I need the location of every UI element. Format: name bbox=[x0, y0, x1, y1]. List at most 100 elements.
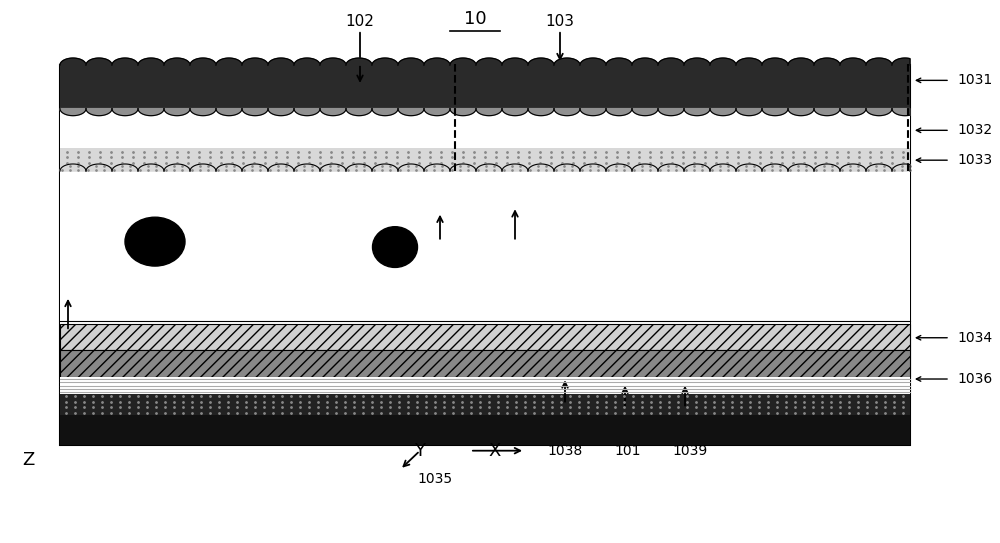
Polygon shape bbox=[398, 164, 424, 171]
Polygon shape bbox=[502, 109, 528, 116]
Text: 102: 102 bbox=[346, 14, 374, 29]
Polygon shape bbox=[372, 109, 398, 116]
Polygon shape bbox=[268, 58, 294, 65]
Text: 1033: 1033 bbox=[957, 153, 992, 167]
Polygon shape bbox=[892, 164, 910, 171]
Polygon shape bbox=[502, 58, 528, 65]
Polygon shape bbox=[372, 58, 398, 65]
Polygon shape bbox=[658, 109, 684, 116]
Polygon shape bbox=[60, 109, 86, 116]
Polygon shape bbox=[736, 58, 762, 65]
Polygon shape bbox=[320, 58, 346, 65]
Bar bbox=[60, 148, 910, 171]
Polygon shape bbox=[632, 58, 658, 65]
Text: Y: Y bbox=[415, 441, 426, 460]
Polygon shape bbox=[164, 109, 190, 116]
Bar bbox=[60, 65, 910, 445]
Polygon shape bbox=[554, 164, 580, 171]
Text: 103: 103 bbox=[546, 14, 574, 29]
Polygon shape bbox=[190, 109, 216, 116]
Polygon shape bbox=[528, 58, 554, 65]
Polygon shape bbox=[112, 164, 138, 171]
Polygon shape bbox=[398, 58, 424, 65]
Polygon shape bbox=[580, 109, 606, 116]
Text: X: X bbox=[489, 441, 501, 460]
Polygon shape bbox=[762, 109, 788, 116]
Polygon shape bbox=[554, 109, 580, 116]
Polygon shape bbox=[450, 58, 476, 65]
Polygon shape bbox=[216, 109, 242, 116]
Polygon shape bbox=[86, 164, 112, 171]
Polygon shape bbox=[138, 109, 164, 116]
Polygon shape bbox=[684, 58, 710, 65]
Polygon shape bbox=[216, 164, 242, 171]
Polygon shape bbox=[424, 109, 450, 116]
Polygon shape bbox=[866, 109, 892, 116]
Polygon shape bbox=[736, 109, 762, 116]
Text: 1035: 1035 bbox=[417, 472, 453, 486]
Polygon shape bbox=[580, 58, 606, 65]
Polygon shape bbox=[86, 109, 112, 116]
Polygon shape bbox=[164, 164, 190, 171]
Polygon shape bbox=[424, 164, 450, 171]
Bar bbox=[60, 350, 910, 377]
Polygon shape bbox=[268, 109, 294, 116]
Polygon shape bbox=[424, 58, 450, 65]
Ellipse shape bbox=[372, 227, 418, 268]
Polygon shape bbox=[736, 164, 762, 171]
Bar bbox=[60, 394, 910, 415]
Polygon shape bbox=[892, 109, 910, 116]
Bar bbox=[60, 65, 910, 109]
Polygon shape bbox=[710, 109, 736, 116]
Polygon shape bbox=[658, 58, 684, 65]
Polygon shape bbox=[112, 58, 138, 65]
Polygon shape bbox=[762, 164, 788, 171]
Polygon shape bbox=[788, 164, 814, 171]
Polygon shape bbox=[814, 58, 840, 65]
Polygon shape bbox=[216, 58, 242, 65]
Polygon shape bbox=[814, 164, 840, 171]
Polygon shape bbox=[632, 109, 658, 116]
Polygon shape bbox=[528, 109, 554, 116]
Bar bbox=[60, 171, 910, 326]
Polygon shape bbox=[606, 58, 632, 65]
Polygon shape bbox=[294, 58, 320, 65]
Polygon shape bbox=[476, 109, 502, 116]
Ellipse shape bbox=[125, 217, 185, 266]
Polygon shape bbox=[528, 164, 554, 171]
Polygon shape bbox=[112, 109, 138, 116]
Polygon shape bbox=[502, 164, 528, 171]
Polygon shape bbox=[294, 109, 320, 116]
Text: Z: Z bbox=[22, 451, 34, 470]
Polygon shape bbox=[164, 58, 190, 65]
Text: 1036: 1036 bbox=[957, 372, 992, 386]
Polygon shape bbox=[190, 164, 216, 171]
Polygon shape bbox=[684, 109, 710, 116]
Text: 1038: 1038 bbox=[547, 444, 583, 458]
Polygon shape bbox=[242, 109, 268, 116]
Text: 10: 10 bbox=[464, 10, 486, 28]
Polygon shape bbox=[840, 164, 866, 171]
Polygon shape bbox=[762, 58, 788, 65]
Polygon shape bbox=[814, 109, 840, 116]
Polygon shape bbox=[86, 58, 112, 65]
Polygon shape bbox=[268, 164, 294, 171]
Bar bbox=[60, 415, 910, 445]
Polygon shape bbox=[788, 58, 814, 65]
Polygon shape bbox=[580, 164, 606, 171]
Text: 1039: 1039 bbox=[672, 444, 708, 458]
Polygon shape bbox=[554, 58, 580, 65]
Polygon shape bbox=[606, 164, 632, 171]
Polygon shape bbox=[840, 58, 866, 65]
Polygon shape bbox=[346, 58, 372, 65]
Text: 1031: 1031 bbox=[957, 73, 992, 87]
Polygon shape bbox=[632, 164, 658, 171]
Polygon shape bbox=[866, 58, 892, 65]
Polygon shape bbox=[190, 58, 216, 65]
Polygon shape bbox=[346, 164, 372, 171]
Polygon shape bbox=[684, 164, 710, 171]
Polygon shape bbox=[710, 58, 736, 65]
Polygon shape bbox=[476, 58, 502, 65]
Polygon shape bbox=[138, 164, 164, 171]
Polygon shape bbox=[372, 164, 398, 171]
